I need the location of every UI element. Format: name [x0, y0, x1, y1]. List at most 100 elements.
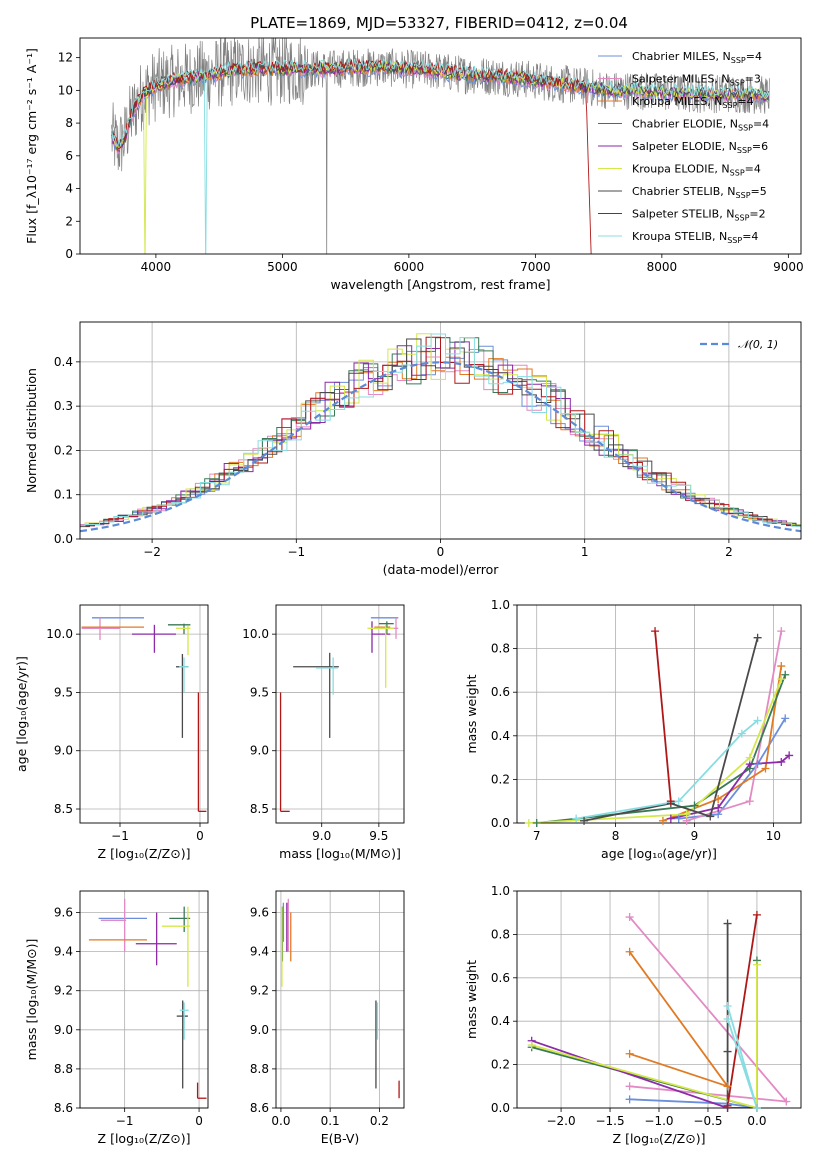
y-tick-label: 0.0	[54, 532, 73, 546]
y-tick-label: 0.2	[54, 443, 73, 457]
weight-marker	[625, 1082, 634, 1091]
axes-frame	[79, 37, 802, 255]
x-tick-label: 1	[581, 545, 589, 559]
legend-label: 𝒩(0, 1)	[738, 338, 778, 351]
x-tick-label: 2	[725, 545, 733, 559]
legend-count: =2	[749, 208, 765, 221]
weight-marker	[753, 760, 762, 769]
y-tick-label: 9.0	[54, 744, 73, 758]
x-tick-label: 7	[533, 829, 541, 843]
legend-subscript: SSP	[737, 146, 752, 155]
legend-label: Kroupa ELODIE, NSSP=4	[632, 163, 761, 178]
y-tick-label: 9.2	[54, 984, 73, 998]
y-tick-label: 9.6	[54, 906, 73, 920]
x-tick-label: 9000	[773, 260, 804, 274]
panel-spectrum: 4000 5000 6000 7000 8000 9000 0 2 4 6 8 10 12 wavelen…	[24, 37, 804, 292]
axes-frame	[79, 890, 209, 1109]
residual-legend: 𝒩(0, 1)	[700, 338, 778, 351]
y-tick-label: 8	[65, 116, 73, 130]
weight-marker	[625, 1049, 634, 1058]
weight-marker	[524, 819, 533, 827]
legend-count: =3	[745, 73, 761, 86]
y-tick-label: 8.5	[54, 802, 73, 816]
weight-marker	[781, 670, 790, 679]
weight-marker	[658, 816, 667, 825]
x-axis-label: (data-model)/error	[383, 562, 500, 577]
weight-line-kroupa-stelib	[576, 719, 759, 820]
panel-weight_vs_Z: −2.0 −1.5 −1.0 −0.5 0.0 0.0 0.2 0.4 0.6 0.8 1.0 Z […	[464, 884, 802, 1146]
axes-frame	[516, 604, 802, 824]
weight-marker	[737, 729, 746, 738]
y-axis-label: age [log₁₀(age/yr)]	[14, 656, 29, 772]
y-tick-label: 9.5	[54, 685, 73, 699]
legend-subscript: SSP	[738, 124, 753, 133]
weight-marker	[674, 797, 683, 806]
x-tick-label: 0.0	[747, 1114, 766, 1128]
y-tick-label: 0.6	[491, 685, 510, 699]
y-tick-label: 9.4	[250, 945, 269, 959]
plot-area	[111, 38, 770, 254]
y-tick-label: 10	[58, 83, 73, 97]
panel-residuals: −2 −1 0 1 2 0.0 0.1 0.2 0.3 0.4 (data-model)/error…	[24, 321, 802, 577]
x-tick-label: −2.0	[546, 1114, 575, 1128]
y-tick-label: 4	[65, 182, 73, 196]
y-tick-label: 6	[65, 149, 73, 163]
weight-marker	[752, 960, 761, 969]
panel-weight_vs_age: 7 8 9 10 0.0 0.2 0.4 0.6 0.8 1.0 age [log₁₀(age/yr…	[464, 598, 802, 861]
weight-marker	[723, 1082, 732, 1091]
weight-marker	[666, 814, 675, 823]
spectrum-legend: Chabrier MILES, NSSP=4 Salpeter MILES, NS…	[598, 50, 769, 245]
x-axis-label: Z [log₁₀(Z/Z⊙)]	[98, 846, 191, 861]
legend-count: =5	[751, 185, 767, 198]
y-tick-label: 10.0	[242, 627, 269, 641]
y-tick-label: 8.5	[250, 802, 269, 816]
weight-marker	[625, 947, 634, 956]
plot-area	[81, 617, 207, 812]
x-tick-label: 9	[691, 829, 699, 843]
weight-marker	[723, 919, 732, 928]
weight-line-salpeter-stelib	[726, 914, 758, 1106]
x-tick-label: 0	[196, 829, 204, 843]
y-tick-label: 0.3	[54, 399, 73, 413]
weight-marker	[690, 801, 699, 810]
plot-area	[88, 898, 207, 1099]
weight-marker	[752, 910, 761, 919]
weight-marker	[752, 1104, 761, 1112]
figure-title: PLATE=1869, MJD=53327, FIBERID=0412, z=0…	[250, 14, 628, 32]
legend-count: =6	[752, 140, 768, 153]
weight-line-chabrier-stelib	[583, 637, 759, 822]
x-tick-label: 9.0	[312, 829, 331, 843]
weight-marker	[723, 1002, 732, 1011]
panel-age_vs_Z: −1 0 8.5 9.0 9.5 10.0 Z [log₁₀(Z/Z⊙)] age [log₁…	[14, 604, 209, 861]
y-tick-label: 0.6	[491, 971, 510, 985]
x-axis-label: E(B-V)	[321, 1131, 360, 1146]
weight-marker	[674, 814, 683, 823]
weight-marker	[753, 633, 762, 642]
y-tick-label: 9.0	[250, 744, 269, 758]
weight-marker	[723, 1015, 732, 1024]
weight-marker	[706, 812, 715, 821]
legend-subscript: SSP	[736, 191, 751, 200]
x-tick-label: 6000	[394, 260, 425, 274]
weight-marker	[761, 764, 770, 773]
legend-label: Salpeter ELODIE, NSSP=6	[632, 140, 768, 155]
x-axis-label: wavelength [Angstrom, rest frame]	[330, 277, 550, 292]
x-tick-label: 0.2	[370, 1114, 389, 1128]
weight-marker	[781, 714, 790, 723]
legend-label: Chabrier ELODIE, NSSP=4	[632, 118, 769, 133]
y-tick-label: 10.0	[46, 627, 73, 641]
weight-marker	[785, 751, 794, 760]
x-axis-label: Z [log₁₀(Z/Z⊙)]	[613, 1131, 706, 1146]
plot-area	[279, 617, 399, 812]
x-tick-label: −0.5	[693, 1114, 722, 1128]
y-tick-label: 0.4	[491, 1014, 510, 1028]
y-tick-label: 9.2	[250, 984, 269, 998]
legend-count: =4	[742, 230, 758, 243]
x-axis-label: Z [log₁₀(Z/Z⊙)]	[98, 1131, 191, 1146]
weight-marker	[745, 753, 754, 762]
x-tick-label: 0	[437, 545, 445, 559]
weight-marker	[777, 757, 786, 766]
y-axis-label: mass [log₁₀(M/M⊙)]	[24, 939, 39, 1061]
